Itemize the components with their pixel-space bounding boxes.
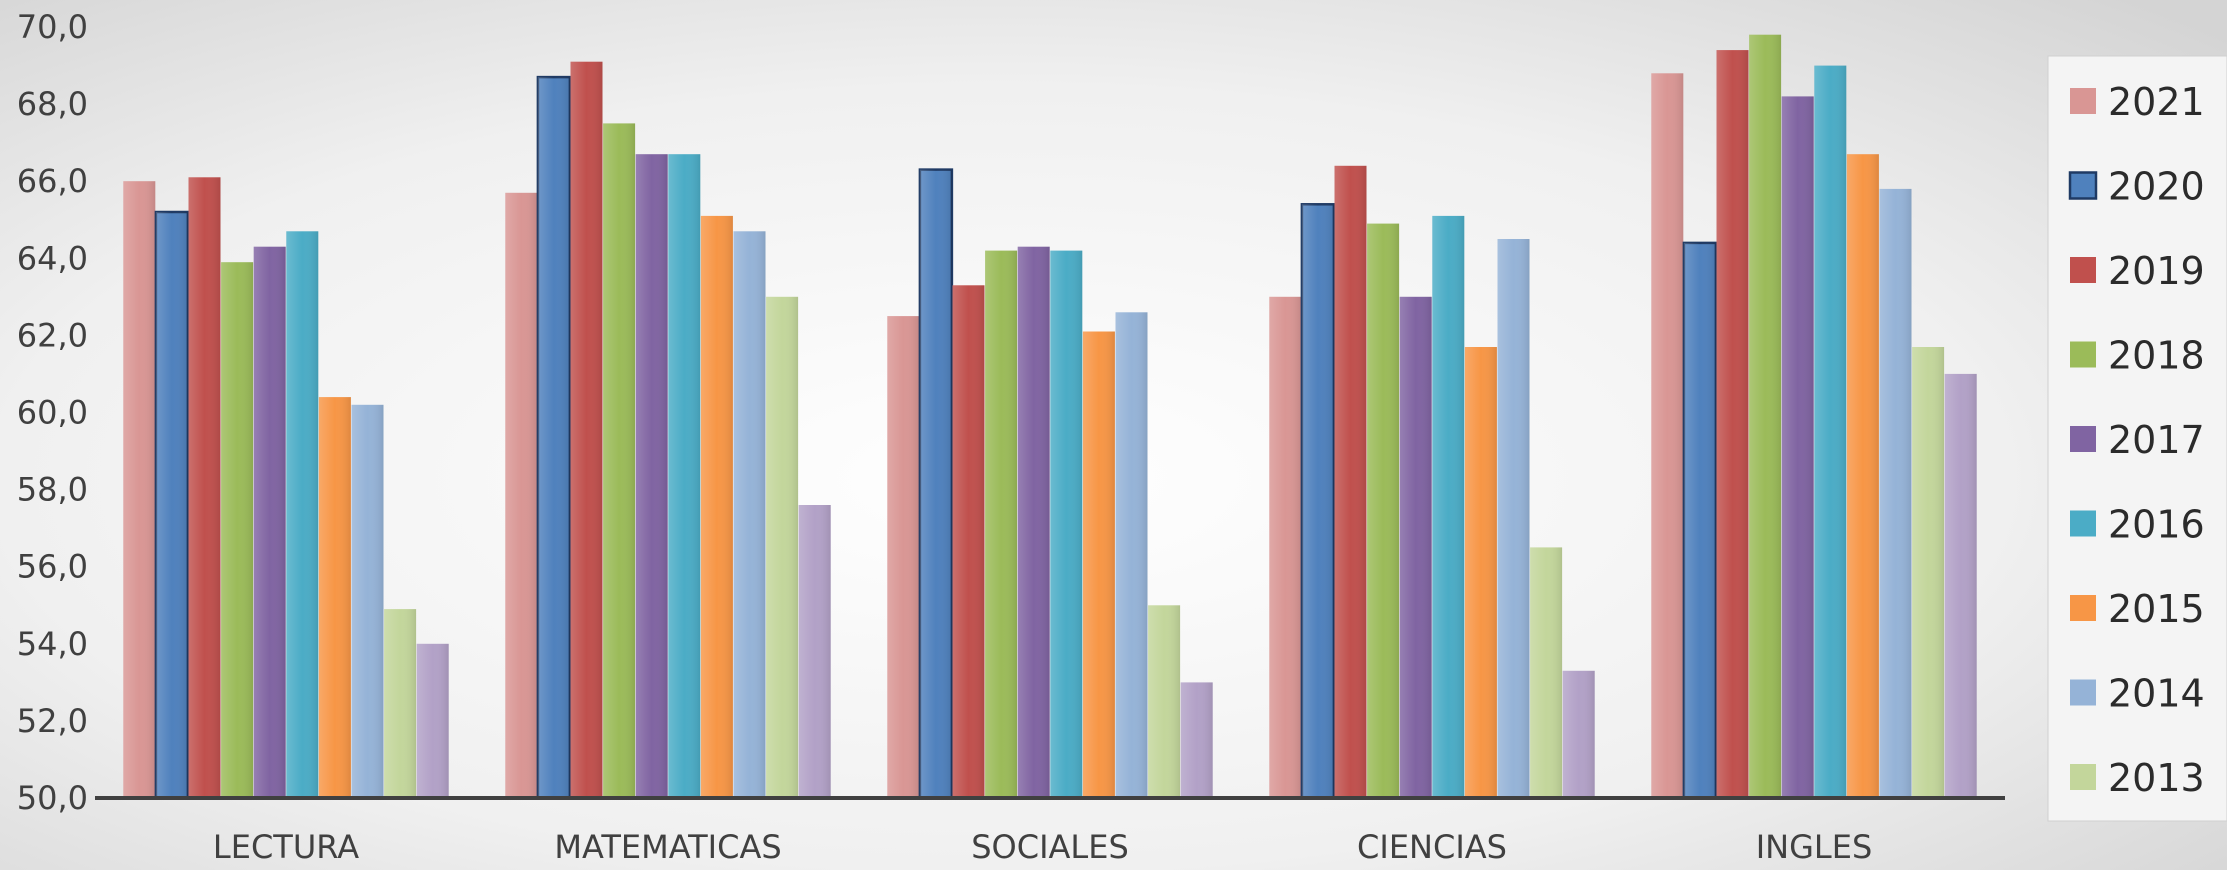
bar-ciencias-2020 xyxy=(1300,203,1336,800)
y-tick-label-60-0: 60,0 xyxy=(17,394,88,432)
bar-ciencias-unlabeled xyxy=(1562,670,1595,798)
legend-swatch-2014 xyxy=(2070,679,2096,706)
bar-lectura-2016 xyxy=(286,231,319,799)
y-tick-label-70-0: 70,0 xyxy=(17,8,88,46)
bar-lectura-2019 xyxy=(188,177,221,799)
bar-matematicas-2017 xyxy=(635,154,668,798)
bar-ciencias-2018 xyxy=(1367,223,1400,799)
y-tick-label-56-0: 56,0 xyxy=(17,548,88,586)
bar-lectura-2020 xyxy=(154,210,190,800)
legend-label-2014: 2014 xyxy=(2108,672,2205,716)
bar-matematicas-2018 xyxy=(603,123,636,798)
bar-lectura-2021 xyxy=(123,181,156,798)
bar-ingles-2014 xyxy=(1879,188,1912,798)
bar-ingles-2018 xyxy=(1749,34,1782,798)
y-tick-label-54-0: 54,0 xyxy=(17,625,88,663)
y-tick-label-52-0: 52,0 xyxy=(17,702,88,740)
bar-matematicas-2019 xyxy=(570,61,603,798)
legend-swatch-2020 xyxy=(2068,171,2098,200)
bar-ciencias-2019 xyxy=(1334,165,1367,799)
legend-swatch-2013 xyxy=(2070,764,2096,790)
bar-ciencias-2015 xyxy=(1464,347,1497,798)
legend-label-2020: 2020 xyxy=(2108,165,2205,209)
bar-matematicas-2016 xyxy=(668,154,701,798)
bar-ciencias-2016 xyxy=(1432,215,1465,798)
bar-lectura-2013 xyxy=(384,609,417,798)
bar-ciencias-2021 xyxy=(1269,296,1302,798)
bar-matematicas-2021 xyxy=(505,192,538,799)
legend: 2021 2020 2019 2018 2017 2016 2015 2014 2013 xyxy=(2047,55,2227,822)
bar-sociales-2014 xyxy=(1115,312,1148,798)
bar-ingles-2015 xyxy=(1846,154,1879,798)
x-tick-label-ingles: INGLES xyxy=(1756,828,1873,866)
bar-sociales-2013 xyxy=(1148,605,1181,799)
x-tick-label-ciencias: CIENCIAS xyxy=(1357,828,1507,866)
bar-ciencias-2014 xyxy=(1497,239,1530,798)
legend-label-2019: 2019 xyxy=(2108,249,2205,293)
x-tick-label-matematicas: MATEMATICAS xyxy=(554,828,781,866)
bar-sociales-unlabeled xyxy=(1180,682,1213,798)
bar-matematicas-2014 xyxy=(733,231,766,799)
bar-lectura-2018 xyxy=(221,262,254,798)
bar-matematicas-unlabeled xyxy=(798,505,831,798)
y-tick-label-64-0: 64,0 xyxy=(17,239,88,277)
bar-sociales-2019 xyxy=(952,285,985,798)
bar-ingles-unlabeled xyxy=(1944,373,1977,798)
bar-ingles-2013 xyxy=(1912,347,1945,798)
bar-sociales-2017 xyxy=(1017,246,1050,798)
bar-sociales-2020 xyxy=(918,168,954,800)
bar-ingles-2021 xyxy=(1651,73,1684,799)
legend-label-2021: 2021 xyxy=(2108,80,2205,124)
legend-swatch-2016 xyxy=(2070,510,2096,537)
bar-lectura-2014 xyxy=(351,404,384,798)
bar-lectura-unlabeled xyxy=(416,643,449,798)
legend-swatch-2015 xyxy=(2070,595,2096,621)
legend-swatch-2017 xyxy=(2070,426,2096,452)
y-tick-label-68-0: 68,0 xyxy=(17,85,88,123)
y-tick-label-62-0: 62,0 xyxy=(17,316,88,354)
legend-swatch-2018 xyxy=(2070,341,2096,368)
legend-label-2017: 2017 xyxy=(2108,418,2205,462)
bar-ingles-2017 xyxy=(1781,96,1814,798)
bar-matematicas-2015 xyxy=(700,215,733,798)
legend-label-2015: 2015 xyxy=(2108,587,2205,631)
axes-group: LECTURA MATEMATICAS SOCIALES CIENCIAS INGLES… xyxy=(17,8,2005,866)
y-tick-label-58-0: 58,0 xyxy=(17,471,88,509)
bar-ingles-2019 xyxy=(1716,50,1749,799)
bar-sociales-2018 xyxy=(985,250,1018,799)
bar-lectura-2017 xyxy=(253,246,286,798)
bar-sociales-2021 xyxy=(887,316,920,798)
bar-ingles-2020 xyxy=(1682,241,1718,800)
bar-sociales-2016 xyxy=(1050,250,1083,799)
bar-ciencias-2017 xyxy=(1399,296,1432,798)
legend-label-2016: 2016 xyxy=(2108,503,2205,547)
legend-swatch-2021 xyxy=(2070,88,2096,114)
bar-sociales-2015 xyxy=(1082,331,1115,798)
bar-lectura-2015 xyxy=(318,397,351,798)
legend-swatch-2019 xyxy=(2070,257,2096,283)
bar-ingles-2016 xyxy=(1814,65,1847,799)
legend-label-2018: 2018 xyxy=(2108,334,2205,378)
y-tick-label-66-0: 66,0 xyxy=(17,162,88,200)
legend-label-2013: 2013 xyxy=(2108,756,2205,800)
bar-matematicas-2020 xyxy=(536,75,572,800)
bar-ciencias-2013 xyxy=(1530,547,1563,798)
x-tick-label-lectura: LECTURA xyxy=(213,828,359,866)
bar-matematicas-2013 xyxy=(766,296,799,798)
y-tick-label-50-0: 50,0 xyxy=(17,779,88,817)
x-tick-label-sociales: SOCIALES xyxy=(971,828,1129,866)
